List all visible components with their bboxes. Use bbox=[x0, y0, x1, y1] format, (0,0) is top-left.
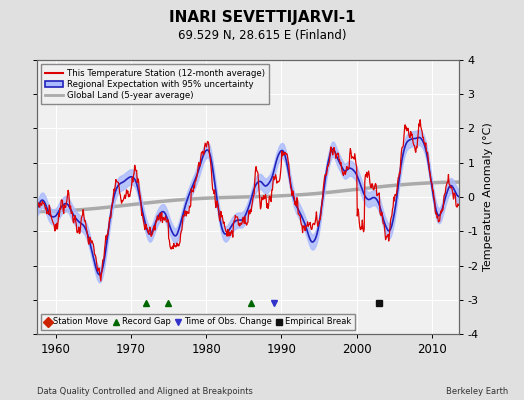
Text: 69.529 N, 28.615 E (Finland): 69.529 N, 28.615 E (Finland) bbox=[178, 29, 346, 42]
Text: Berkeley Earth: Berkeley Earth bbox=[446, 387, 508, 396]
Legend: Station Move, Record Gap, Time of Obs. Change, Empirical Break: Station Move, Record Gap, Time of Obs. C… bbox=[41, 314, 355, 330]
Text: Data Quality Controlled and Aligned at Breakpoints: Data Quality Controlled and Aligned at B… bbox=[37, 387, 253, 396]
Y-axis label: Temperature Anomaly (°C): Temperature Anomaly (°C) bbox=[483, 123, 493, 271]
Text: INARI SEVETTIJARVI-1: INARI SEVETTIJARVI-1 bbox=[169, 10, 355, 25]
